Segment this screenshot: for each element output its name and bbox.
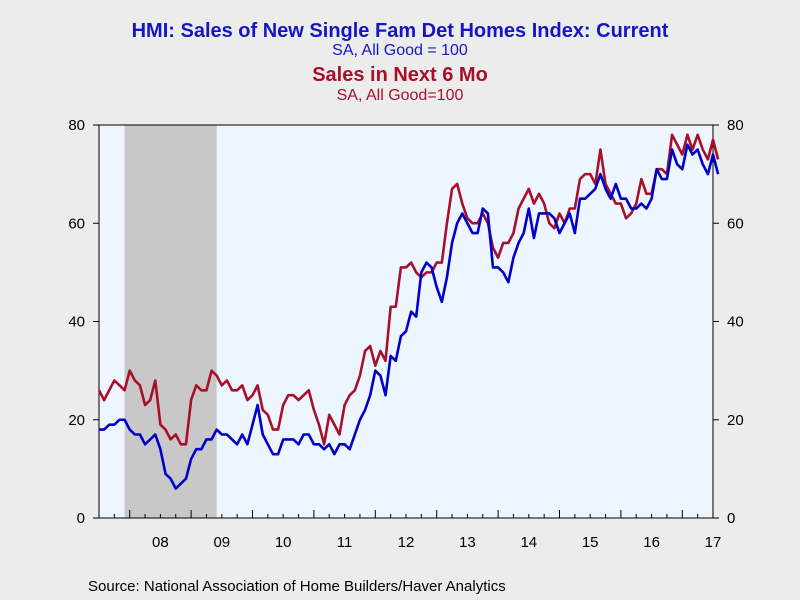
y-tick-label-left: 20 xyxy=(68,412,85,429)
y-tick-label-right: 20 xyxy=(727,412,744,429)
y-tick-label-left: 80 xyxy=(68,117,85,134)
y-tick-label-left: 0 xyxy=(77,510,85,527)
chart-subtitle-current: SA, All Good = 100 xyxy=(332,42,468,59)
recession-shading xyxy=(124,125,217,518)
x-tick-label: 09 xyxy=(213,534,230,551)
series-current-line xyxy=(99,143,720,490)
x-tick-label: 08 xyxy=(152,534,169,551)
y-tick-label-right: 0 xyxy=(727,510,735,527)
chart-subtitle-next6: SA, All Good=100 xyxy=(336,87,464,104)
y-tick-label-left: 60 xyxy=(68,215,85,232)
series-next6-line xyxy=(97,133,720,446)
y-tick-label-right: 80 xyxy=(727,117,744,134)
y-tick-label-left: 40 xyxy=(68,314,85,331)
x-tick-label: 16 xyxy=(643,534,660,551)
y-tick-label-right: 40 xyxy=(727,314,744,331)
chart-title: HMI: Sales of New Single Fam Det Homes I… xyxy=(131,20,669,42)
source-note: Source: National Association of Home Bui… xyxy=(88,578,506,595)
y-tick-label-right: 60 xyxy=(727,215,744,232)
x-tick-label: 17 xyxy=(705,534,722,551)
x-tick-label: 15 xyxy=(582,534,599,551)
x-tick-label: 14 xyxy=(520,534,537,551)
chart-title-next6: Sales in Next 6 Mo xyxy=(312,64,488,86)
x-tick-label: 12 xyxy=(398,534,415,551)
x-tick-label: 11 xyxy=(337,534,353,551)
x-tick-label: 13 xyxy=(459,534,476,551)
x-tick-label: 10 xyxy=(275,534,292,551)
